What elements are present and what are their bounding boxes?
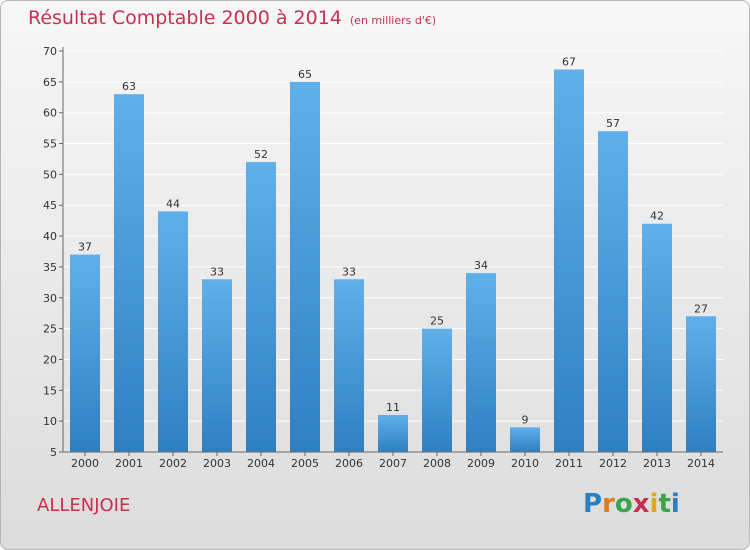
x-tick-label-2012: 2012	[599, 457, 627, 470]
bar-2002	[158, 211, 188, 452]
y-tick-label: 30	[43, 292, 57, 305]
bar-2008	[422, 328, 452, 452]
chart-title: Résultat Comptable 2000 à 2014 (en millie…	[28, 7, 436, 29]
x-tick-label-2001: 2001	[115, 457, 143, 470]
bars	[70, 69, 716, 453]
value-label-2012: 57	[606, 117, 620, 130]
y-tick-label: 55	[43, 138, 57, 151]
y-tick-label: 20	[43, 353, 57, 366]
bar-2014	[686, 316, 716, 452]
logo-letter: x	[632, 489, 650, 519]
value-label-2011: 67	[562, 56, 576, 69]
axes	[62, 47, 723, 453]
y-tick-label: 65	[43, 76, 57, 89]
bar-2000	[70, 254, 100, 452]
bar-2001	[114, 94, 144, 452]
y-tick-label: 5	[50, 446, 57, 459]
value-label-2004: 52	[254, 148, 268, 161]
logo-letter: P	[583, 489, 603, 519]
x-tick-label-2010: 2010	[511, 457, 539, 470]
value-label-2002: 44	[166, 197, 180, 210]
proxiti-logo: Proxiti	[583, 489, 680, 519]
bar-2011	[554, 69, 584, 452]
logo-letter: i	[670, 489, 680, 519]
value-label-2014: 27	[694, 302, 708, 315]
bar-2006	[334, 279, 364, 452]
logo-letter: o	[614, 489, 633, 519]
x-tick-label-2011: 2011	[555, 457, 583, 470]
x-tick-label-2004: 2004	[247, 457, 275, 470]
y-tick-label: 60	[43, 107, 57, 120]
value-label-2009: 34	[474, 259, 488, 272]
x-tick-label-2002: 2002	[159, 457, 187, 470]
y-tick-label: 10	[43, 415, 57, 428]
y-tick-label: 15	[43, 384, 57, 397]
bar-2012	[598, 131, 628, 452]
bar-2010	[510, 427, 540, 452]
y-tick-label: 70	[43, 45, 57, 58]
x-tick-label-2008: 2008	[423, 457, 451, 470]
chart-title-text: Résultat Comptable 2000 à 2014	[28, 7, 342, 29]
value-label-2003: 33	[210, 265, 224, 278]
x-tick-label-2006: 2006	[335, 457, 363, 470]
bar-2009	[466, 273, 496, 452]
value-label-2005: 65	[298, 68, 312, 81]
value-labels: 37 63 44 33 52 65 33 11 25 34 9 67 57 42 27	[78, 56, 708, 427]
bar-2013	[642, 223, 672, 452]
value-label-2001: 63	[122, 80, 136, 93]
bar-2004	[246, 162, 276, 453]
logo-letter: i	[649, 489, 659, 519]
x-tick-label-2000: 2000	[71, 457, 99, 470]
commune-name: ALLENJOIE	[37, 495, 131, 516]
value-label-2008: 25	[430, 315, 444, 328]
bar-2007	[378, 414, 408, 452]
y-tick-label: 40	[43, 230, 57, 243]
y-tick-label: 50	[43, 168, 57, 181]
value-label-2000: 37	[78, 241, 92, 254]
bar-2005	[290, 81, 320, 452]
value-label-2006: 33	[342, 265, 356, 278]
logo-letter: r	[602, 489, 615, 519]
y-tick-label: 35	[43, 261, 57, 274]
x-tick-label-2013: 2013	[643, 457, 671, 470]
y-tick-label: 45	[43, 199, 57, 212]
x-tick-label-2009: 2009	[467, 457, 495, 470]
x-axis-ticks: 2000 2001 2002 2003 2004 2005 2006 2007 2008 2009…	[71, 452, 715, 470]
y-axis-ticks: 5 10 15 20 25 30 35 40 45 50 55 60 65 70	[43, 45, 63, 459]
value-label-2007: 11	[386, 401, 400, 414]
chart-subtitle: (en milliers d'€)	[349, 14, 437, 27]
x-tick-label-2003: 2003	[203, 457, 231, 470]
x-tick-label-2005: 2005	[291, 457, 319, 470]
value-label-2010: 9	[522, 413, 529, 426]
value-label-2013: 42	[650, 210, 664, 223]
logo-letter: t	[658, 489, 671, 519]
x-tick-label-2014: 2014	[687, 457, 715, 470]
bar-2003	[202, 279, 232, 452]
y-tick-label: 25	[43, 323, 57, 336]
x-tick-label-2007: 2007	[379, 457, 407, 470]
